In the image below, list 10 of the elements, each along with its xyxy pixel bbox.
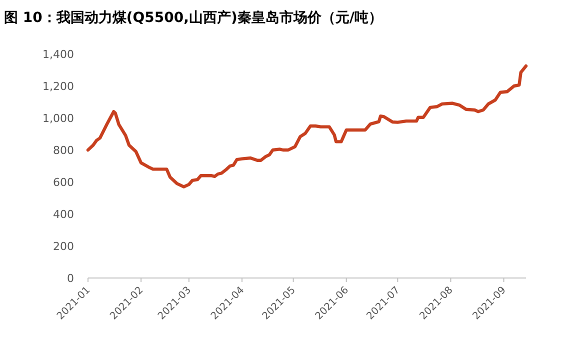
chart-title: 图 10：我国动力煤(Q5500,山西产)秦皇岛市场价（元/吨） (4, 9, 382, 26)
y-tick-label: 1,000 (42, 112, 74, 125)
y-tick-label: 400 (53, 208, 74, 221)
y-tick-label: 1,200 (42, 80, 74, 93)
line-series (86, 64, 528, 188)
y-tick-label: 0 (67, 272, 74, 285)
y-tick-label: 200 (53, 240, 74, 253)
y-tick-label: 600 (53, 176, 74, 189)
y-tick-label: 1,400 (42, 48, 74, 61)
y-tick-label: 800 (53, 144, 74, 157)
